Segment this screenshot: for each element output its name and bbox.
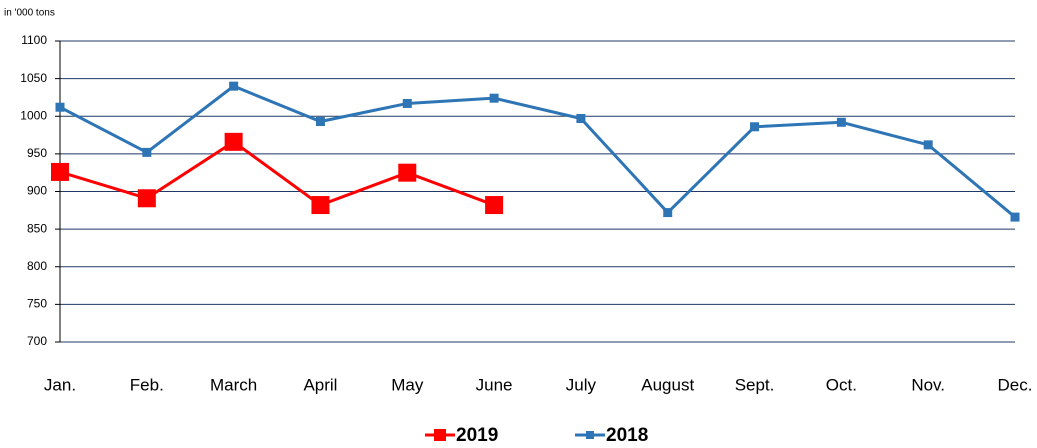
marker [137,189,156,208]
marker [402,98,412,108]
marker [1010,212,1020,222]
series-line [59,84,1016,219]
marker [55,102,65,112]
marker [836,117,846,127]
y-tick-label: 950 [27,146,47,160]
x-tick-label: June [476,375,513,394]
marker [663,208,673,218]
y-tick-label: 750 [27,297,47,311]
marker [224,132,243,151]
y-axis-label: in '000 tons [4,8,55,19]
y-tick-label: 1000 [20,108,47,122]
y-tick-label: 700 [27,334,47,348]
legend-label: 2019 [456,425,498,446]
y-tick-label: 850 [27,221,47,235]
x-tick-label: August [641,375,694,394]
marker [576,114,586,124]
marker [142,147,152,157]
marker [923,140,933,150]
x-tick-label: May [391,375,424,394]
marker [311,196,330,215]
legend-label: 2018 [606,425,648,446]
x-tick-label: April [303,375,337,394]
x-tick-label: March [210,375,257,394]
y-tick-label: 800 [27,259,47,273]
legend-marker [586,431,594,439]
marker [315,117,325,127]
marker [489,93,499,103]
marker [398,163,417,182]
x-tick-label: Jan. [44,375,76,394]
series-line [59,140,495,207]
x-tick-label: Oct. [826,375,857,394]
marker [229,81,239,91]
y-tick-label: 1050 [20,71,47,85]
marker [750,122,760,132]
marker [485,196,504,215]
x-tick-label: July [566,375,597,394]
x-tick-label: Nov. [911,375,945,394]
x-tick-label: Feb. [130,375,164,394]
y-tick-label: 900 [27,184,47,198]
x-tick-label: Dec. [998,375,1033,394]
marker [51,162,69,181]
legend-marker [434,429,446,441]
x-tick-label: Sept. [735,375,775,394]
y-tick-label: 1100 [21,33,47,47]
